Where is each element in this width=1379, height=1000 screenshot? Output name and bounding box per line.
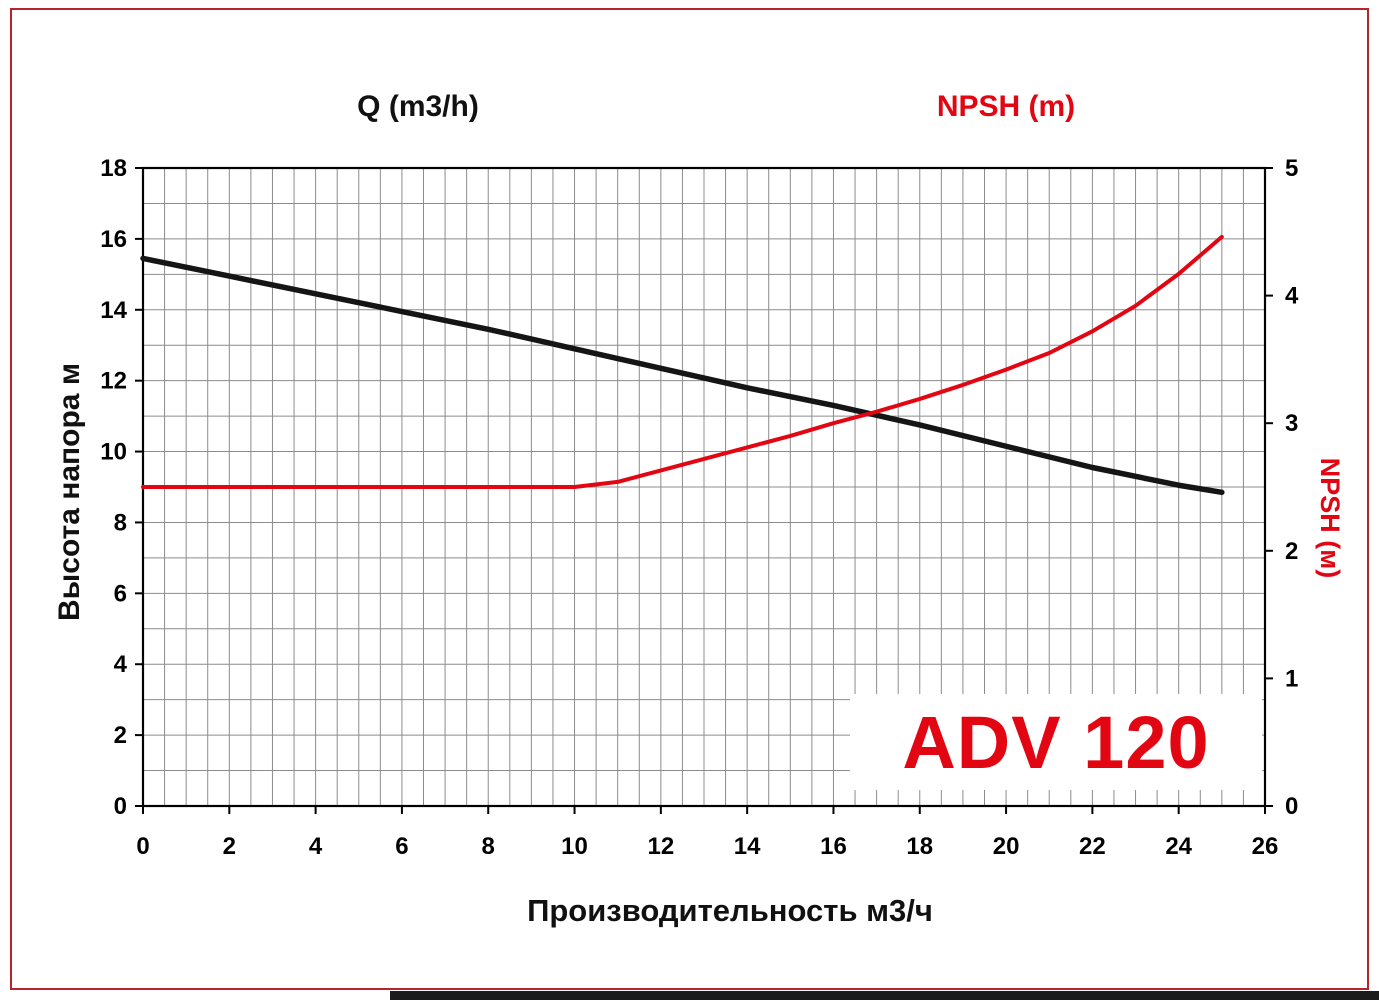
head-curve xyxy=(140,255,1225,496)
bottom-edge-artifact xyxy=(390,991,1379,1000)
svg-text:10: 10 xyxy=(100,439,127,466)
svg-text:2: 2 xyxy=(114,722,127,749)
svg-text:20: 20 xyxy=(993,833,1020,860)
model-annotation: ADV 120 xyxy=(850,694,1262,790)
svg-text:2: 2 xyxy=(1285,538,1298,565)
svg-text:0: 0 xyxy=(114,793,127,820)
svg-text:14: 14 xyxy=(734,833,761,860)
svg-text:16: 16 xyxy=(100,226,127,253)
flow-axis-title: Q (m3/h) xyxy=(357,90,479,123)
svg-text:18: 18 xyxy=(100,155,127,182)
svg-text:16: 16 xyxy=(820,833,847,860)
svg-text:10: 10 xyxy=(561,833,588,860)
svg-text:6: 6 xyxy=(114,580,127,607)
svg-text:12: 12 xyxy=(647,833,674,860)
svg-text:12: 12 xyxy=(100,368,127,395)
npsh-curve xyxy=(141,234,1224,489)
svg-text:1: 1 xyxy=(1285,665,1298,692)
left-y-axis-label: Высота напора м xyxy=(53,362,86,622)
axis-ticks xyxy=(135,167,1273,814)
svg-text:2: 2 xyxy=(223,833,236,860)
svg-text:24: 24 xyxy=(1165,833,1192,860)
svg-text:0: 0 xyxy=(1285,793,1298,820)
svg-text:14: 14 xyxy=(100,297,127,324)
svg-text:4: 4 xyxy=(114,651,128,678)
svg-text:6: 6 xyxy=(395,833,408,860)
npsh-axis-title: NPSH (m) xyxy=(936,90,1076,123)
tick-labels: 0 2 4 6 8 10 12 14 16 18 20 22 24 2602468101214161801… xyxy=(100,155,1299,860)
svg-text:5: 5 xyxy=(1285,155,1298,182)
svg-text:0: 0 xyxy=(136,833,149,860)
svg-text:22: 22 xyxy=(1079,833,1106,860)
svg-text:8: 8 xyxy=(114,509,127,536)
svg-text:26: 26 xyxy=(1252,833,1279,860)
right-y-axis-label: NPSH (м) xyxy=(1315,457,1345,579)
svg-text:3: 3 xyxy=(1285,410,1298,437)
svg-text:4: 4 xyxy=(1285,283,1299,310)
x-axis-label: Производительность м3/ч xyxy=(527,893,933,928)
svg-text:4: 4 xyxy=(309,833,323,860)
svg-text:18: 18 xyxy=(906,833,933,860)
svg-text:8: 8 xyxy=(482,833,495,860)
